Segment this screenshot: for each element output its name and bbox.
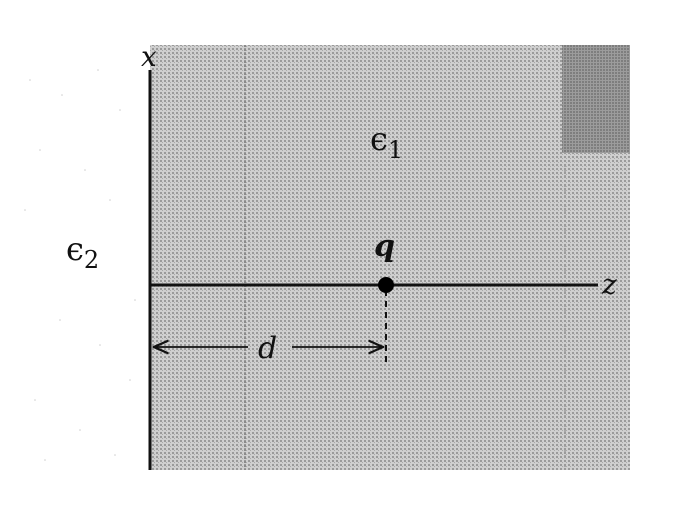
epsilon-1-label: ϵ1 — [370, 120, 403, 164]
z-axis-label: z — [601, 268, 617, 301]
epsilon-1-subscript: 1 — [388, 136, 403, 164]
epsilon-2-subscript: 2 — [84, 246, 99, 274]
region-epsilon-1 — [150, 45, 630, 470]
region-dark-corner — [562, 45, 630, 153]
epsilon-1-symbol: ϵ — [370, 120, 388, 158]
x-axis-label: x — [141, 40, 157, 73]
distance-label: d — [258, 331, 277, 366]
epsilon-2-label: ϵ2 — [66, 230, 99, 274]
epsilon-2-symbol: ϵ — [66, 230, 84, 268]
region-epsilon-2-speckle — [24, 69, 136, 461]
charge-label: q — [374, 229, 395, 264]
charge-point — [378, 277, 394, 293]
